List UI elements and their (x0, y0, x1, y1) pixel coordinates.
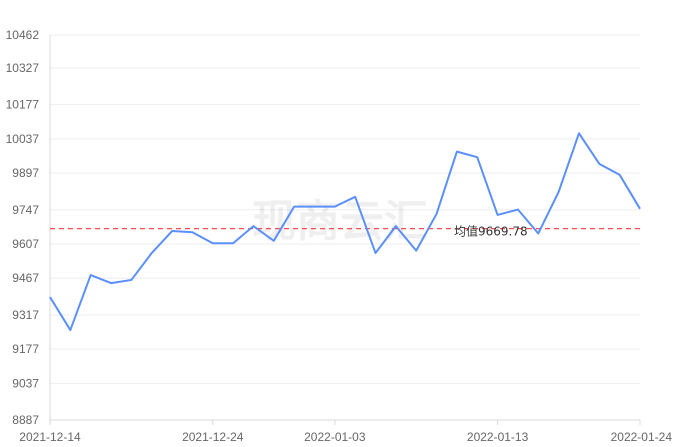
x-tick-label: 2021-12-14 (19, 430, 81, 444)
average-label: 均值9669.78 (454, 224, 528, 239)
y-tick-label: 8887 (12, 413, 39, 427)
y-tick-label: 9037 (12, 376, 39, 390)
y-tick-label: 9607 (12, 237, 39, 251)
y-tick-label: 10462 (6, 28, 40, 42)
y-tick-label: 10327 (6, 61, 40, 75)
y-tick-label: 10037 (6, 132, 40, 146)
y-axis: 8887 9037 9177 9317 9467 9607 9747 9897 10037 101… (6, 28, 51, 427)
x-tick-label: 2022-01-24 (611, 430, 673, 444)
average-line-group: 均值9669.78 (50, 224, 640, 239)
y-tick-label: 9317 (12, 308, 39, 322)
y-tick-label: 10177 (6, 98, 40, 112)
y-tick-label: 9747 (12, 203, 39, 217)
series-group (49, 132, 641, 332)
x-tick-label: 2022-01-13 (467, 430, 529, 444)
x-tick-label: 2021-12-24 (182, 430, 244, 444)
x-tick-label: 2022-01-03 (304, 430, 366, 444)
y-tick-label: 9897 (12, 166, 39, 180)
grid-lines (50, 34, 640, 421)
y-tick-label: 9177 (12, 342, 39, 356)
x-axis: 2021-12-14 2021-12-24 2022-01-03 2022-01-13… (19, 419, 673, 444)
y-tick-label: 9467 (12, 271, 39, 285)
series-line (49, 132, 641, 332)
